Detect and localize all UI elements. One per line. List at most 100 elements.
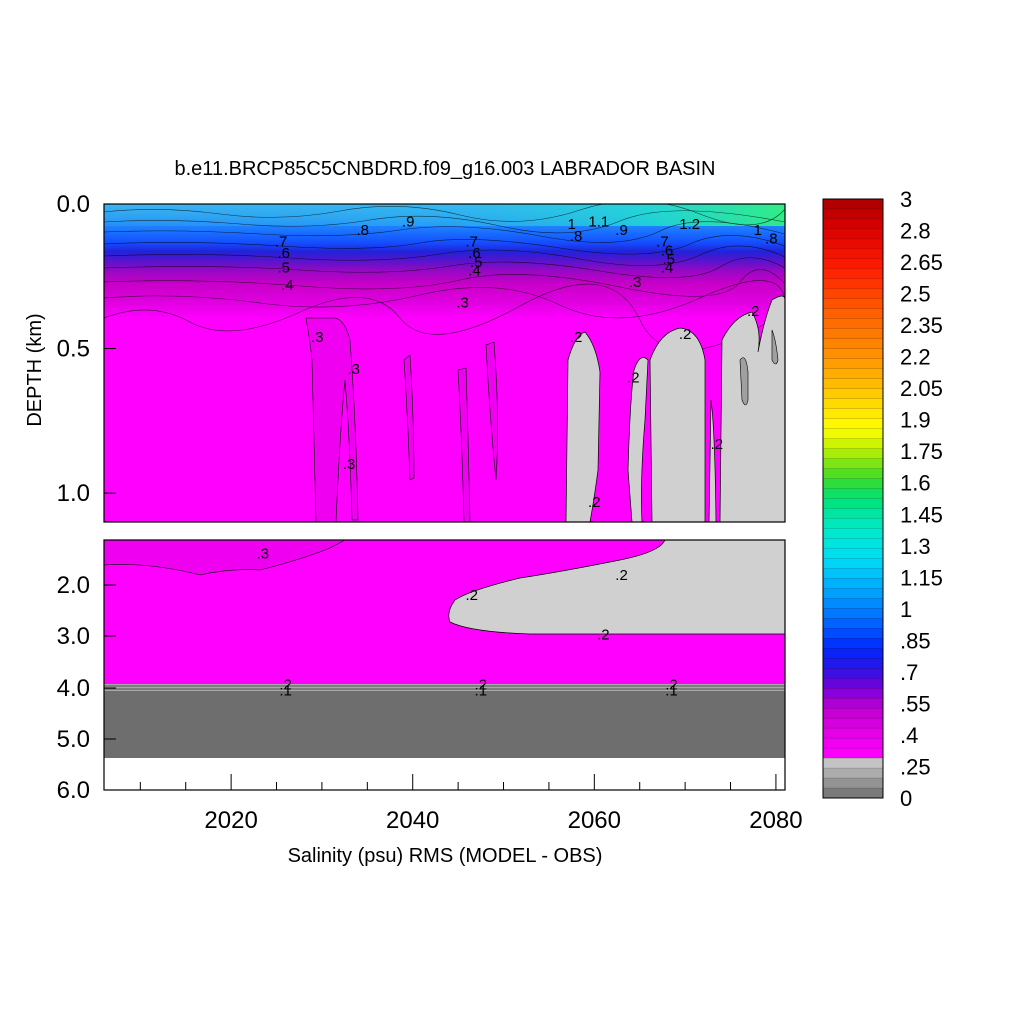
colorbar-box xyxy=(822,258,884,270)
lower-gray-region xyxy=(448,540,785,635)
colorbar-box xyxy=(822,238,884,250)
surface-high-salinity-band xyxy=(104,204,785,226)
contour-line xyxy=(104,280,785,319)
contour-label: .3 xyxy=(347,361,360,378)
colorbar-box xyxy=(822,388,884,400)
upper-panel xyxy=(104,204,785,522)
contour-label: .6 xyxy=(661,242,674,259)
colorbar-label: .25 xyxy=(900,754,931,779)
colorbar-frame xyxy=(822,198,884,799)
contour-line xyxy=(104,257,785,278)
colorbar-box xyxy=(822,598,884,609)
colorbar-box xyxy=(822,628,884,639)
colorbar-label: 2.5 xyxy=(900,282,931,307)
contour-label: .8 xyxy=(765,231,778,248)
colorbar-box xyxy=(822,468,884,480)
colorbar-box xyxy=(822,558,884,569)
x-tick-label: 2060 xyxy=(568,807,621,834)
contour-label: .2 xyxy=(465,587,478,604)
tongue-2030 xyxy=(305,317,359,522)
contour-line xyxy=(104,235,785,255)
colorbar-box xyxy=(822,697,884,709)
x-axis-label: Salinity (psu) RMS (MODEL - OBS) xyxy=(288,845,603,867)
y-axis-label: DEPTH (km) xyxy=(24,313,46,426)
colorbar-box xyxy=(822,298,884,310)
colorbar-box xyxy=(822,508,884,519)
contour-label: .3 xyxy=(456,294,469,311)
gray-region-2064 xyxy=(627,357,649,522)
gray-region-2058 xyxy=(565,331,601,522)
gray-region-2074 xyxy=(719,295,785,522)
colorbar-label: 2.35 xyxy=(900,313,943,338)
colorbar-label: 2.65 xyxy=(900,250,943,275)
contour-label: .3 xyxy=(257,546,270,563)
contour-label: .2 xyxy=(570,329,583,346)
colorbar-box xyxy=(822,348,884,360)
contour-label: 1.2 xyxy=(679,216,700,233)
colorbar-box xyxy=(822,448,884,460)
y-tick-label: 0.5 xyxy=(57,336,90,363)
colorbar-box xyxy=(822,358,884,370)
colorbar-label: 2.2 xyxy=(900,345,931,370)
colorbar: 3 2.8 2.65 2.5 2.35 2.2 2.05 1.9 1.75 1.6 1.45 1.3 1… xyxy=(822,187,943,811)
colorbar-box xyxy=(822,288,884,300)
contour-label: 1 xyxy=(754,222,762,239)
colorbar-box xyxy=(822,608,884,619)
colorbar-label: 1.6 xyxy=(900,471,931,496)
tongue-2041 xyxy=(403,354,415,481)
colorbar-label: 1 xyxy=(900,597,912,622)
no-data-region xyxy=(104,758,785,790)
colorbar-box xyxy=(822,428,884,440)
colorbar-label: 2.05 xyxy=(900,376,943,401)
dark-gray-patch xyxy=(739,357,749,406)
axes-layer: 2020 2040 2060 2080 0.0 0.5 1.0 2.0 3.0 4.0 5.0 6.0 xyxy=(57,191,803,834)
colorbar-box xyxy=(822,747,884,759)
colorbar-box xyxy=(822,648,884,659)
colorbar-box xyxy=(822,498,884,509)
contour-label: .8 xyxy=(570,228,583,245)
bottom-transition-band xyxy=(104,684,785,691)
colorbar-box xyxy=(822,218,884,230)
upper-panel-frame xyxy=(103,203,786,523)
tongue-2050 xyxy=(485,341,498,481)
contour-label: .2 xyxy=(627,369,640,386)
colorbar-box xyxy=(822,318,884,330)
contour-label: 1 xyxy=(567,216,575,233)
colorbar-box xyxy=(822,308,884,320)
colorbar-label: .85 xyxy=(900,628,931,653)
colorbar-box xyxy=(822,618,884,629)
contour-label: .2 xyxy=(588,494,601,511)
y-tick-label: 0.0 xyxy=(57,191,90,218)
contour-label: .4 xyxy=(661,260,674,277)
colorbar-box xyxy=(822,208,884,220)
contour-label: .1 xyxy=(475,683,488,700)
contour-label: .2 xyxy=(711,436,724,453)
colorbar-box xyxy=(822,737,884,749)
contour-label: .6 xyxy=(468,245,481,262)
y-tick-label: 2.0 xyxy=(57,572,90,599)
colorbar-box xyxy=(822,518,884,529)
colorbar-label: 1.75 xyxy=(900,439,943,464)
colorbar-box xyxy=(822,338,884,350)
contour-label: .2 xyxy=(665,676,678,693)
colorbar-box xyxy=(822,528,884,539)
colorbar-label: 1.45 xyxy=(900,502,943,527)
y-tick-label: 3.0 xyxy=(57,623,90,650)
lower-panel-frame xyxy=(103,539,786,791)
colorbar-box xyxy=(822,538,884,549)
y-tick-label: 5.0 xyxy=(57,726,90,753)
below-seafloor-region xyxy=(104,691,785,758)
colorbar-box xyxy=(822,757,884,769)
contour-label: .6 xyxy=(278,245,291,262)
colorbar-box xyxy=(822,678,884,689)
colorbar-box xyxy=(822,687,884,699)
colorbar-box xyxy=(822,378,884,390)
colorbar-box xyxy=(822,777,884,789)
colorbar-box xyxy=(822,198,884,210)
contour-label: .2 xyxy=(747,303,760,320)
colorbar-box xyxy=(822,727,884,739)
colorbar-label: 0 xyxy=(900,786,912,811)
contour-line xyxy=(104,269,785,297)
upper-contour-lines xyxy=(104,204,785,351)
